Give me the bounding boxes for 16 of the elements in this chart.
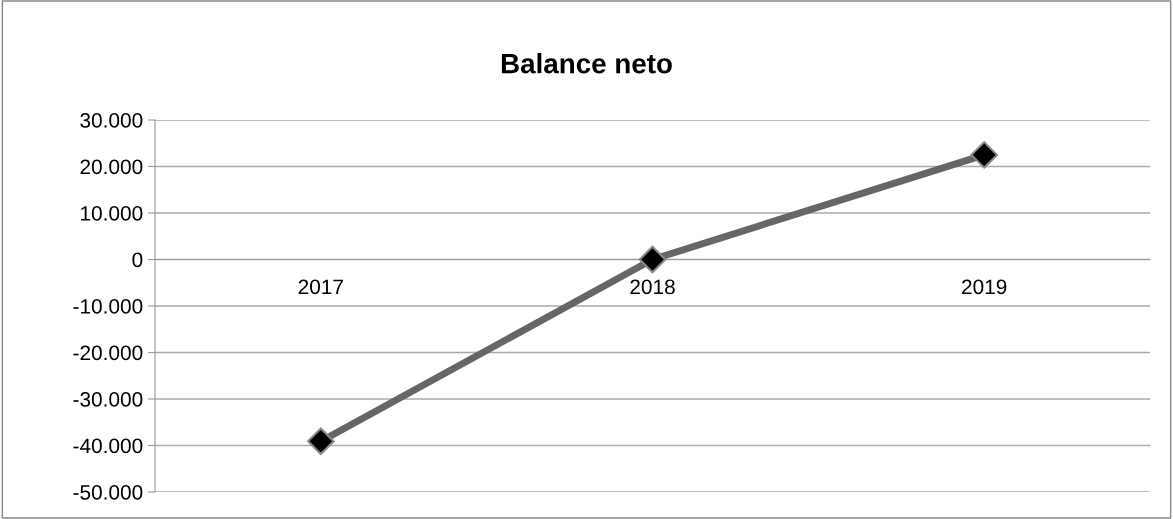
y-tick-label: 20.000 xyxy=(80,159,143,175)
y-tick-label: 0 xyxy=(132,252,143,268)
point xyxy=(970,141,998,169)
x-tick-label: 2018 xyxy=(630,279,675,295)
y-tick-label: -20.000 xyxy=(73,345,143,361)
point xyxy=(638,245,667,274)
chart-title: Balance neto xyxy=(501,53,672,74)
y-tick-label: 30.000 xyxy=(80,113,143,128)
x-tick-label: 2017 xyxy=(298,279,343,295)
y-tick-label: -50.000 xyxy=(73,485,143,500)
y-tick-label: 10.000 xyxy=(81,206,143,221)
y-tick-label: -10.000 xyxy=(73,299,143,314)
y-tick-label: -30.000 xyxy=(73,392,143,407)
point xyxy=(307,427,335,456)
y-tick-label: -40.000 xyxy=(73,438,143,454)
x-tick-label: 2019 xyxy=(962,279,1007,295)
